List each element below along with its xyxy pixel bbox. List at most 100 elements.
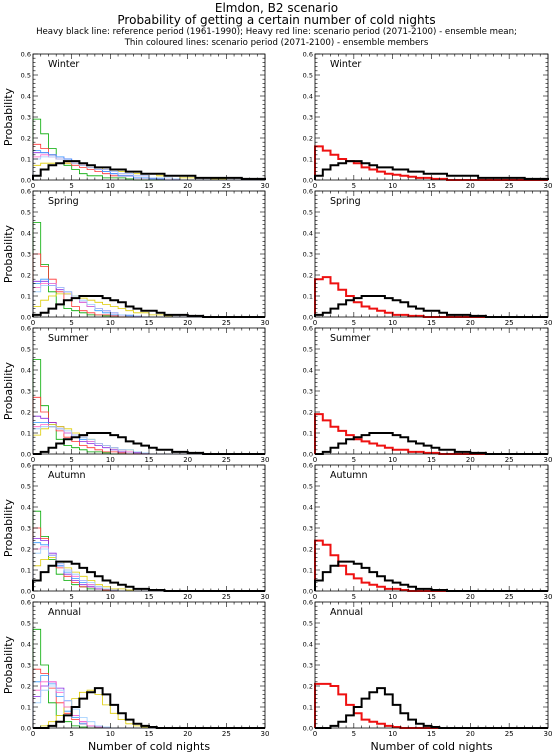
series-scenario-mean <box>314 682 548 729</box>
x-tick-label: 10 <box>106 593 115 601</box>
y-tick-label: 0.0 <box>303 725 313 733</box>
x-tick-label: 20 <box>466 593 475 601</box>
x-tick-label: 10 <box>388 456 397 464</box>
panel-label-spring-members: Spring <box>48 196 79 207</box>
x-tick-label: 10 <box>388 730 397 738</box>
y-tick-label: 0.6 <box>21 599 31 607</box>
series-member-3 <box>32 681 265 729</box>
x-tick-label: 10 <box>106 730 115 738</box>
y-tick-label: 0.5 <box>303 346 313 354</box>
x-tick-label: 25 <box>505 593 514 601</box>
y-tick-label: 0.0 <box>303 177 313 185</box>
chart-title: Elmdon, B2 scenario <box>214 1 339 15</box>
series-member-1 <box>32 118 265 181</box>
y-tick-label: 0.5 <box>303 620 313 628</box>
y-tick-label: 0.4 <box>21 230 31 238</box>
x-tick-label: 0 <box>313 456 317 464</box>
plot-frame <box>32 190 266 318</box>
plot-frame <box>32 327 266 455</box>
x-tick-label: 15 <box>427 319 436 327</box>
x-tick-label: 25 <box>222 182 231 190</box>
x-tick-label: 25 <box>505 182 514 190</box>
y-tick-label: 0.2 <box>21 272 31 280</box>
x-tick-label: 20 <box>183 182 192 190</box>
plot-frame <box>314 190 549 318</box>
x-tick-label: 30 <box>261 319 270 327</box>
y-tick-label: 0.2 <box>303 409 313 417</box>
y-tick-label: 0.3 <box>303 662 313 670</box>
y-tick-label: 0.4 <box>303 504 313 512</box>
x-tick-label: 20 <box>466 456 475 464</box>
x-tick-label: 15 <box>145 182 154 190</box>
panel-label-winter-mean: Winter <box>330 59 361 70</box>
x-tick-label: 10 <box>388 593 397 601</box>
x-tick-label: 25 <box>222 730 231 738</box>
series-member-2 <box>32 253 265 318</box>
y-tick-label: 0.0 <box>21 725 31 733</box>
x-tick-label: 0 <box>313 593 317 601</box>
y-tick-label: 0.2 <box>21 683 31 691</box>
y-tick-label: 0.3 <box>21 525 31 533</box>
y-tick-label: 0.1 <box>21 567 31 575</box>
x-tick-label: 10 <box>388 319 397 327</box>
y-tick-label: 0.3 <box>21 388 31 396</box>
x-tick-label: 10 <box>106 456 115 464</box>
y-tick-label: 0.5 <box>21 346 31 354</box>
x-tick-label: 5 <box>352 319 356 327</box>
y-tick-label: 0.1 <box>21 704 31 712</box>
series-member-5 <box>33 689 265 729</box>
y-tick-label: 0.5 <box>303 72 313 80</box>
x-tick-label: 5 <box>352 730 356 738</box>
series-member-6 <box>32 681 265 729</box>
x-tick-label: 25 <box>505 319 514 327</box>
y-tick-label: 0.2 <box>21 546 31 554</box>
y-tick-label: 0.5 <box>303 209 313 217</box>
x-tick-label: 25 <box>222 319 231 327</box>
series-member-1 <box>32 510 265 592</box>
series-member-1 <box>32 222 265 318</box>
y-tick-label: 0.4 <box>303 230 313 238</box>
x-tick-label: 5 <box>352 593 356 601</box>
y-tick-label: 0.5 <box>21 209 31 217</box>
x-tick-label: 5 <box>69 730 73 738</box>
x-tick-label: 30 <box>544 730 553 738</box>
x-tick-label: 10 <box>388 182 397 190</box>
x-tick-label: 30 <box>544 319 553 327</box>
x-axis-title-right: Number of cold nights <box>370 740 492 753</box>
panel-label-autumn-mean: Autumn <box>330 470 368 481</box>
y-tick-label: 0.3 <box>21 662 31 670</box>
x-tick-label: 30 <box>544 456 553 464</box>
y-tick-label: 0.3 <box>303 525 313 533</box>
y-tick-label: 0.2 <box>21 409 31 417</box>
y-tick-label: 0.0 <box>21 588 31 596</box>
y-tick-label: 0.6 <box>21 51 31 59</box>
x-tick-label: 5 <box>352 182 356 190</box>
y-tick-label: 0.6 <box>303 188 313 196</box>
y-axis-title: Probability <box>2 498 15 557</box>
x-tick-label: 20 <box>183 319 192 327</box>
x-tick-label: 15 <box>427 593 436 601</box>
y-tick-label: 0.0 <box>21 177 31 185</box>
y-tick-label: 0.6 <box>303 51 313 59</box>
chart-subtitle: Probability of getting a certain number … <box>117 13 436 27</box>
y-tick-label: 0.5 <box>21 72 31 80</box>
x-tick-label: 10 <box>106 319 115 327</box>
x-tick-label: 20 <box>183 593 192 601</box>
panel-label-spring-mean: Spring <box>330 196 361 207</box>
series-member-6 <box>32 546 265 592</box>
x-tick-label: 25 <box>505 456 514 464</box>
x-tick-label: 20 <box>466 182 475 190</box>
legend-line-1: Heavy black line: reference period (1961… <box>36 27 517 37</box>
x-tick-label: 0 <box>313 319 317 327</box>
y-tick-label: 0.1 <box>303 293 313 301</box>
series-member-2 <box>32 668 265 729</box>
panel-label-winter-members: Winter <box>48 59 79 70</box>
x-tick-label: 0 <box>31 730 35 738</box>
panel-label-summer-mean: Summer <box>330 333 370 344</box>
x-tick-label: 0 <box>31 319 35 327</box>
x-tick-label: 15 <box>145 456 154 464</box>
series-scenario-mean <box>314 145 548 181</box>
x-tick-label: 15 <box>145 730 154 738</box>
y-axis-title: Probability <box>2 361 15 420</box>
